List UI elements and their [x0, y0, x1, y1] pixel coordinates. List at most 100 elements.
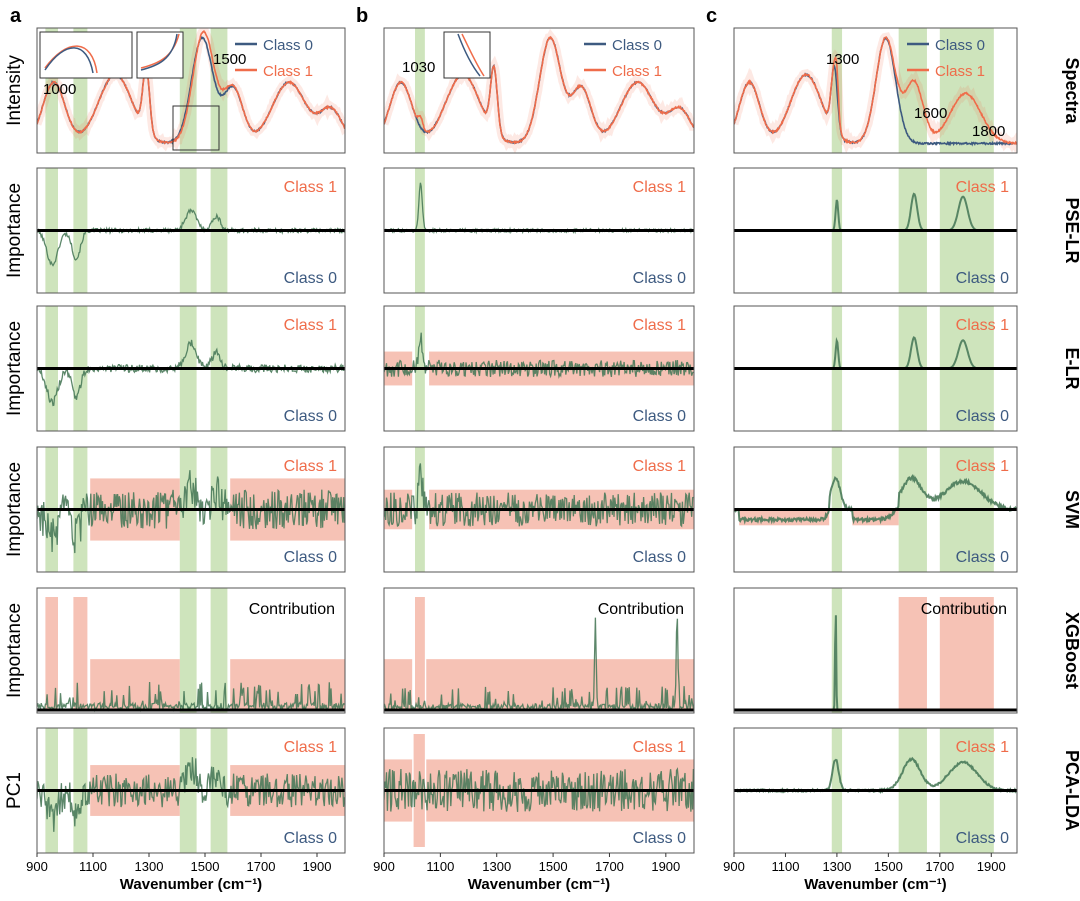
- x-tick-label: 1500: [539, 859, 568, 874]
- contribution-band: [45, 597, 58, 710]
- inset-line: [140, 33, 178, 71]
- class1-line: [37, 29, 345, 145]
- highlight-band: [898, 28, 927, 153]
- class1-label: Class 1: [956, 179, 1009, 196]
- peak-label-1500: 1500: [213, 51, 246, 68]
- inset-line: [44, 45, 98, 74]
- class0-label: Class 0: [284, 408, 337, 425]
- x-tick-label: 1700: [595, 859, 624, 874]
- peak-label-1300: 1300: [826, 51, 859, 68]
- contribution-band: [898, 597, 927, 710]
- panel-a-svm: Class 1 Class 0: [36, 446, 346, 573]
- panel-c-pse-lr: Class 1 Class 0: [733, 167, 1018, 294]
- plot-area: [37, 306, 345, 431]
- panel-b-e-lr: Class 1 Class 0: [383, 305, 695, 432]
- plot-area: [37, 447, 345, 572]
- y-axis-label: Importance: [4, 462, 25, 557]
- highlight-band: [415, 28, 425, 153]
- panel-frame: [733, 446, 1018, 573]
- class0-label: Class 0: [633, 270, 686, 287]
- peak-label-1030: 1030: [402, 59, 435, 76]
- row-method-label: XGBoost: [1062, 612, 1080, 689]
- class1-label: Class 1: [956, 739, 1009, 756]
- class0-label: Class 0: [284, 270, 337, 287]
- plot-area: [384, 597, 694, 713]
- highlight-band: [210, 588, 228, 713]
- peak-label-1000: 1000: [43, 81, 76, 98]
- plot-area: [384, 168, 694, 293]
- plot-area: [384, 306, 694, 431]
- row-method-label: E-LR: [1062, 348, 1080, 390]
- contribution-band: [939, 597, 994, 710]
- legend-class0: Class 0: [612, 37, 662, 54]
- panel-b-xgboost: Contribution: [383, 587, 695, 714]
- row-method-label: PSE-LR: [1062, 197, 1080, 263]
- plot-area: [384, 447, 694, 572]
- legend-class0: Class 0: [263, 37, 313, 54]
- plot-area: [384, 28, 694, 153]
- legend-class1: Class 1: [612, 63, 662, 80]
- row-method-label: Spectra: [1062, 57, 1080, 124]
- y-axis-label: Importance: [4, 183, 25, 278]
- plot-area: [734, 728, 1017, 853]
- class1-label: Class 1: [284, 458, 337, 475]
- panel-frame: [36, 167, 346, 294]
- x-tick-label: 1100: [79, 859, 107, 874]
- x-tick-label: 1300: [822, 859, 851, 874]
- importance-line: [734, 474, 1017, 525]
- class1-label: Class 1: [633, 458, 686, 475]
- panel-a-spectra: Class 0 Class 1 1000 1500: [36, 27, 346, 154]
- x-tick-label: 1900: [977, 859, 1006, 874]
- row-method-label: PCA-LDA: [1062, 750, 1080, 831]
- panel-frame: [733, 587, 1018, 714]
- panel-frame: [36, 727, 346, 854]
- panel-c-spectra: Class 0 Class 1 1300 1600 1800: [733, 27, 1018, 154]
- panel-a-e-lr: Class 1 Class 0: [36, 305, 346, 432]
- column-label: c: [706, 5, 717, 27]
- inset-line: [461, 33, 485, 77]
- panel-frame: [733, 305, 1018, 432]
- y-axis-label: PC1: [4, 772, 25, 809]
- highlight-band: [179, 588, 197, 713]
- plot-area: [37, 588, 345, 713]
- column-label: a: [10, 5, 22, 27]
- contribution-label: Contribution: [921, 601, 1007, 618]
- class1-line: [384, 35, 694, 145]
- legend-class1: Class 1: [263, 63, 313, 80]
- x-tick-label: 1500: [874, 859, 903, 874]
- panel-frame: [36, 27, 346, 154]
- panel-a-xgboost: Contribution: [36, 587, 346, 714]
- panel-frame: [383, 27, 695, 154]
- class0-label: Class 0: [956, 830, 1009, 847]
- panel-frame: [733, 727, 1018, 854]
- class1-label: Class 1: [956, 458, 1009, 475]
- x-tick-label: 1100: [771, 859, 799, 874]
- y-axis-label: Importance: [4, 603, 25, 698]
- importance-line: [384, 463, 694, 528]
- x-tick-label: 1300: [482, 859, 511, 874]
- row-method-label: SVM: [1062, 490, 1080, 529]
- contribution-band: [73, 597, 88, 710]
- class0-label: Class 0: [284, 830, 337, 847]
- contribution-band: [230, 659, 345, 710]
- contribution-band: [415, 597, 425, 710]
- panel-b-svm: Class 1 Class 0: [383, 446, 695, 573]
- plot-area: [734, 168, 1017, 293]
- importance-line: [37, 339, 345, 407]
- importance-line: [37, 470, 345, 554]
- contribution-label: Contribution: [249, 601, 335, 618]
- class0-label: Class 0: [633, 830, 686, 847]
- x-tick-label: 1100: [426, 859, 454, 874]
- x-tick-label: 1500: [191, 859, 220, 874]
- plot-area: [37, 168, 345, 293]
- contribution-label: Contribution: [598, 601, 684, 618]
- class0-label: Class 0: [633, 408, 686, 425]
- panel-frame: [36, 446, 346, 573]
- inset-line: [44, 47, 94, 74]
- class0-label: Class 0: [956, 549, 1009, 566]
- peak-label-1800: 1800: [972, 123, 1005, 140]
- panel-c-pca-lda: Class 1 Class 0: [733, 727, 1018, 854]
- x-tick-label: 1900: [303, 859, 332, 874]
- legend-class0: Class 0: [935, 37, 985, 54]
- class0-label: Class 0: [956, 270, 1009, 287]
